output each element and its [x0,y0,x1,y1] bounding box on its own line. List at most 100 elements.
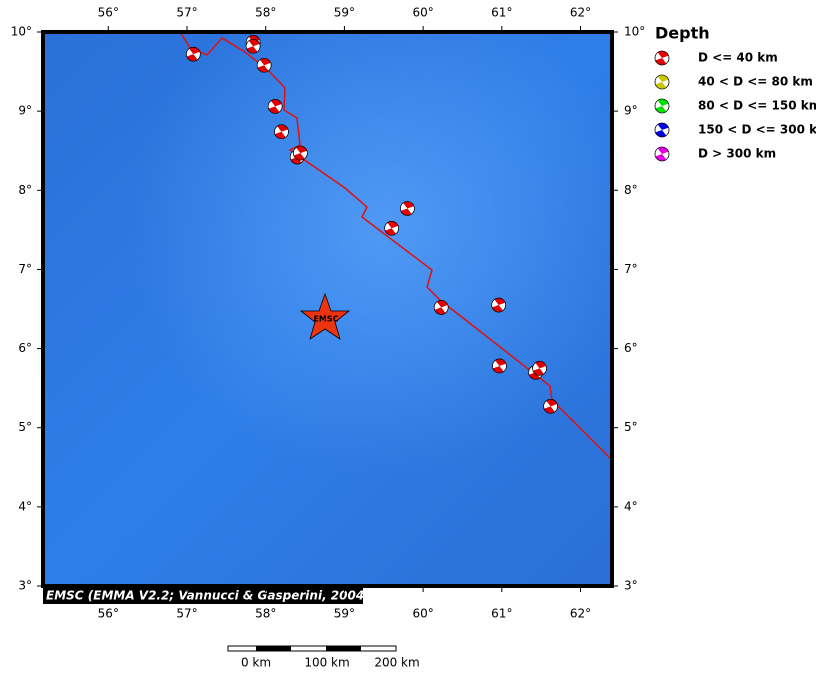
legend-symbol [654,98,670,114]
focal-mechanism [267,99,283,114]
ball-outline [245,38,261,54]
ball-quadrant [385,221,399,236]
ball-quadrant [186,47,200,62]
ball-quadrant [257,58,271,73]
legend-symbol [654,74,670,90]
ball-outline [654,98,670,114]
y-tick-label: 5° [18,420,32,434]
x-tick-label: 58° [255,6,276,20]
ball-outline [384,220,399,236]
x-tick-label: 61° [491,607,512,621]
y-tick-label: 9° [624,104,638,118]
ball-outline [400,201,415,216]
x-tick-label: 57° [176,6,197,20]
scale-bar [227,645,397,652]
y-tick-label: 8° [18,183,32,197]
ball-quadrant [655,51,669,65]
y-tick-label: 5° [624,420,638,434]
ball-quadrant [268,99,282,114]
scale-label: 100 km [304,656,349,670]
focal-mechanism [186,46,201,62]
emsc-star [299,292,351,340]
ball-quadrant [492,359,507,373]
ball-outline [186,46,201,62]
y-tick-label: 6° [624,341,638,355]
ball-quadrant [492,298,506,313]
focal-mechanism [400,201,415,216]
ball-quadrant [655,99,669,113]
x-tick-label: 58° [255,607,276,621]
y-tick-label: 3° [18,579,32,593]
focal-mechanism [293,145,308,161]
legend-symbol [654,50,670,66]
legend-symbol [654,122,670,138]
focal-mechanism [245,38,261,54]
ball-outline [491,297,506,313]
ball-outline [267,99,283,114]
ball-outline [433,300,449,315]
y-tick-label: 6° [18,341,32,355]
scale-label: 0 km [241,656,271,670]
x-tick-label: 56° [98,607,119,621]
legend-label: 40 < D <= 80 km [698,75,813,89]
ball-outline [654,50,670,66]
ball-quadrant [400,201,414,216]
ball-outline [543,399,558,414]
legend-label: D > 300 km [698,147,776,161]
ball-outline [293,145,308,161]
legend-label: 80 < D <= 150 km [698,99,816,113]
ball-quadrant [655,147,669,161]
x-tick-label: 60° [412,6,433,20]
y-tick-label: 7° [18,262,32,276]
x-tick-label: 56° [98,6,119,20]
x-tick-label: 59° [334,6,355,20]
ball-quadrant [293,146,307,161]
ball-outline [654,74,670,90]
x-tick-label: 60° [412,607,433,621]
legend-label: 150 < D <= 300 km [698,123,816,137]
ball-outline [654,122,670,138]
legend-title: Depth [655,24,710,43]
focal-mechanism [433,300,449,315]
y-tick-label: 4° [624,499,638,513]
ball-quadrant [274,124,289,139]
plate-boundary [179,31,613,461]
x-tick-label: 57° [176,607,197,621]
focal-mechanism [532,361,547,376]
focal-mechanism [491,297,506,313]
star-label: EMSC [313,315,338,324]
ball-quadrant [434,300,448,315]
y-tick-label: 9° [18,104,32,118]
ball-quadrant [655,123,669,137]
focal-mechanism [492,358,507,374]
x-tick-label: 61° [491,6,512,20]
attribution-box [43,586,363,604]
scale-label: 200 km [374,656,419,670]
attribution: EMSC (EMMA V2.2; Vannucci & Gasperini, 2… [46,589,370,603]
y-tick-label: 7° [624,262,638,276]
y-tick-label: 8° [624,183,638,197]
x-tick-label: 62° [570,6,591,20]
ball-quadrant [533,361,547,376]
ball-quadrant [544,399,558,414]
ball-quadrant [246,39,260,54]
focal-mechanism [543,399,558,414]
y-tick-label: 3° [624,579,638,593]
ball-outline [492,358,507,374]
focal-mechanism [274,124,289,140]
ball-outline [654,146,670,162]
x-tick-label: 59° [334,607,355,621]
y-tick-label: 10° [11,25,32,39]
ball-outline [274,124,289,140]
x-tick-label: 62° [570,607,591,621]
y-tick-label: 4° [18,499,32,513]
legend-symbol [654,146,670,162]
ball-quadrant [655,75,669,89]
legend-label: D <= 40 km [698,51,778,65]
ball-outline [256,57,272,73]
focal-mechanism [384,220,399,236]
y-tick-label: 10° [624,25,645,39]
focal-mechanism [256,57,272,73]
ball-outline [532,361,547,376]
